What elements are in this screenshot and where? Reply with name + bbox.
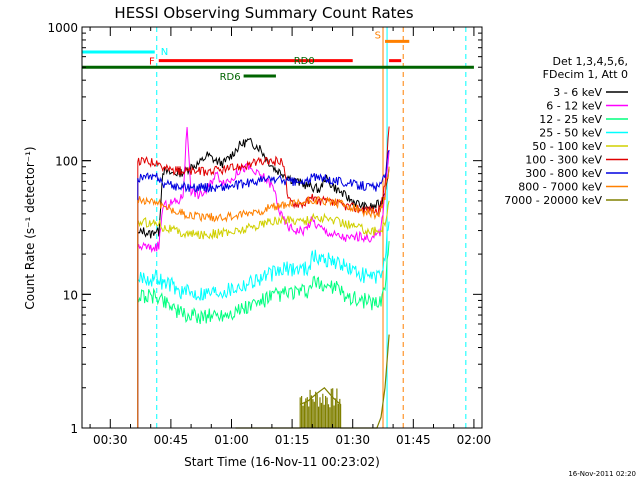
x-axis-label: Start Time (16-Nov-11 00:23:02) <box>184 455 380 469</box>
legend-label-4: 25 - 50 keV <box>539 127 602 140</box>
series-line-3 <box>137 241 390 428</box>
y-tick-label: 1000 <box>47 21 78 35</box>
legend-label-1: 3 - 6 keV <box>553 86 602 99</box>
legend-header-line-2: FDecim 1, Att 0 <box>543 68 628 81</box>
series-line-2 <box>137 127 390 428</box>
series-line-9 <box>235 334 390 429</box>
x-tick-label: 01:30 <box>335 433 370 447</box>
flag-label-n: N <box>161 47 168 58</box>
chart-title: HESSI Observing Summary Count Rates <box>114 4 413 22</box>
legend-label-9: 7000 - 20000 keV <box>504 194 602 207</box>
x-tick-label: 01:15 <box>275 433 310 447</box>
legend-label-3: 12 - 25 keV <box>539 113 602 126</box>
x-tick-label: 01:45 <box>396 433 431 447</box>
footer-timestamp: 16-Nov-2011 02:20 <box>568 470 636 478</box>
legend-label-2: 6 - 12 keV <box>546 100 602 113</box>
series-line-6 <box>137 126 390 428</box>
y-tick-label: 10 <box>63 288 78 302</box>
y-tick-label: 1 <box>70 422 78 436</box>
series-line-7 <box>137 149 390 428</box>
legend-label-5: 50 - 100 keV <box>532 140 602 153</box>
y-tick-label: 100 <box>55 155 78 169</box>
series-line-5 <box>137 200 390 428</box>
x-tick-label: 00:45 <box>154 433 189 447</box>
plot-frame <box>81 26 483 429</box>
flag-label-rd0: RD0 <box>294 56 315 67</box>
y-axis-label: Count Rate (s⁻¹ detector⁻¹) <box>23 146 37 309</box>
axes: 1 10 100 1000 00:30 00:45 01:00 01:15 01:30 01:45… <box>47 21 491 447</box>
legend-header-line-1: Det 1,3,4,5,6, <box>552 55 628 68</box>
series-line-8 <box>137 166 390 428</box>
x-tick-label: 00:30 <box>93 433 128 447</box>
x-tick-label: 02:00 <box>457 433 492 447</box>
flag-label-f: F <box>149 57 155 68</box>
flag-label-s: S <box>375 30 381 41</box>
legend-header: Det 1,3,4,5,6, FDecim 1, Att 0 <box>543 55 628 81</box>
series-line-4 <box>137 221 390 428</box>
legend-label-8: 800 - 7000 keV <box>518 181 602 194</box>
legend-label-6: 100 - 300 keV <box>525 154 602 167</box>
flag-label-rd6: RD6 <box>220 72 241 83</box>
plot-data: NF RD0 RD6 S <box>82 27 474 429</box>
x-tick-label: 01:00 <box>214 433 249 447</box>
legend-label-7: 300 - 800 keV <box>525 167 602 180</box>
